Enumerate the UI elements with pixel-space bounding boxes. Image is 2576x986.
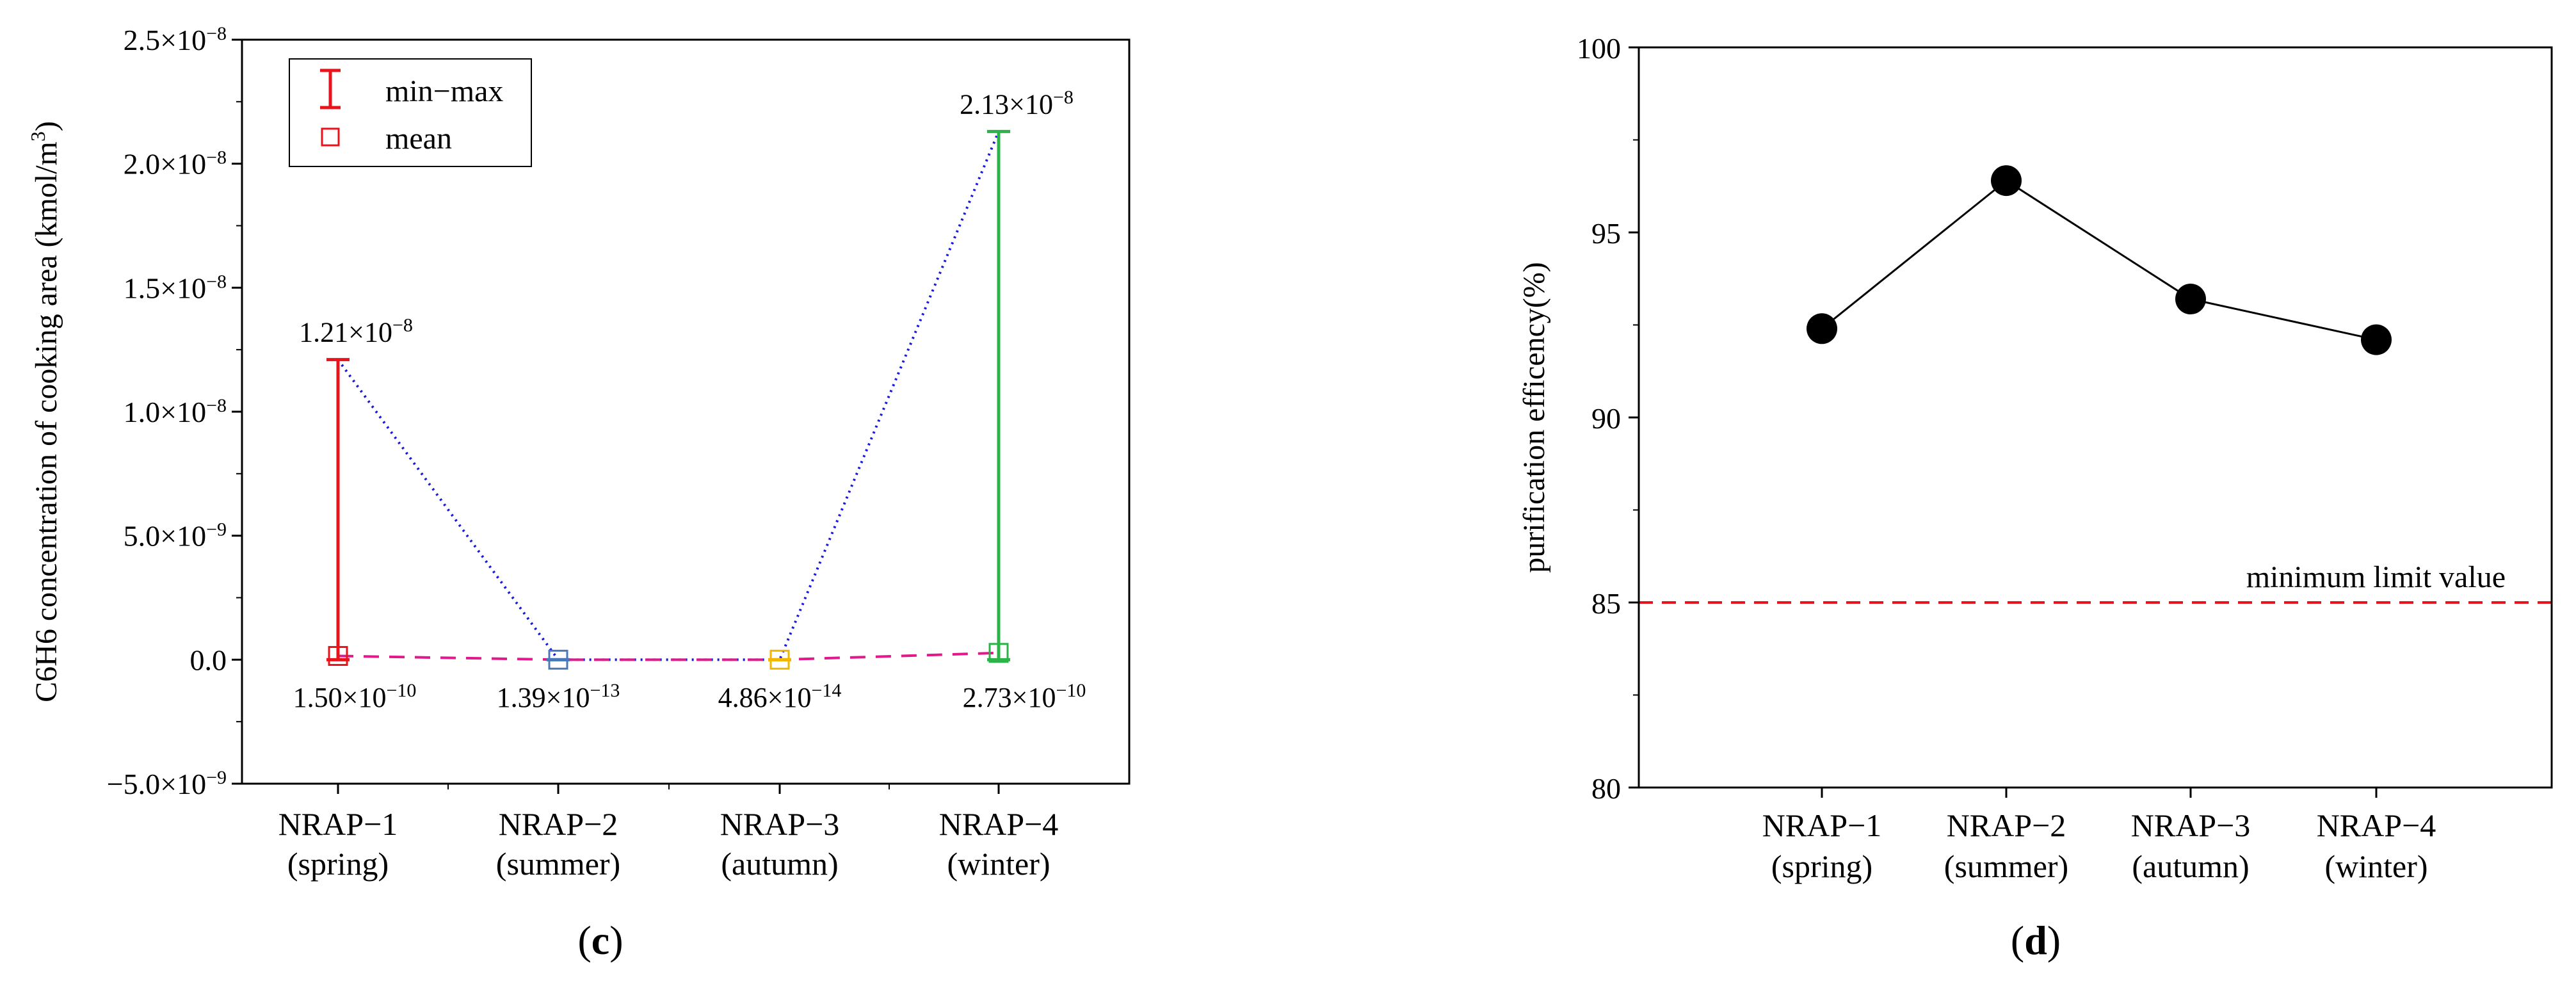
y-tick-label: 1.5×10−8 bbox=[124, 271, 227, 305]
x-category-sublabel: (spring) bbox=[1771, 848, 1872, 884]
data-line bbox=[1821, 179, 2377, 341]
data-point bbox=[1807, 313, 1837, 344]
mean-marker bbox=[988, 643, 1009, 663]
mean-connector-line bbox=[337, 651, 999, 661]
y-tick-label: 80 bbox=[1591, 772, 1621, 805]
range-bar-1 bbox=[326, 358, 350, 667]
legend-minmax-icon bbox=[320, 69, 341, 109]
x-category-label: NRAP−4 bbox=[939, 806, 1059, 842]
max-value-label: 1.21×10−8 bbox=[299, 314, 413, 348]
chart-c: 1.21×10−8 1.50×10−10 1.39×10−13 4.86×10−14 2… bbox=[26, 23, 1131, 963]
y-tick-label: 5.0×10−9 bbox=[124, 519, 227, 553]
reference-line-label: minimum limit value bbox=[2246, 560, 2506, 594]
mean-value-label: 4.86×10−14 bbox=[718, 680, 842, 714]
x-category-sublabel: (summer) bbox=[496, 846, 620, 882]
x-category-sublabel: (autumn) bbox=[2132, 848, 2249, 884]
x-category-sublabel: (summer) bbox=[1944, 848, 2068, 884]
data-point bbox=[1991, 165, 2022, 197]
range-bar-2 bbox=[547, 649, 570, 670]
y-tick-label: 2.0×10−8 bbox=[124, 147, 227, 181]
mean-value-label: 1.50×10−10 bbox=[293, 680, 417, 714]
chart-c-marks: 1.21×10−8 1.50×10−10 1.39×10−13 4.86×10−14 2… bbox=[293, 86, 1086, 713]
chart-d-ylabel: purification efficency(%) bbox=[1517, 262, 1551, 573]
y-tick-label: 1.0×10−8 bbox=[124, 395, 227, 429]
x-category-label: NRAP−3 bbox=[2131, 807, 2251, 843]
chart-c-yticks: −5.0×10−9 0.0 5.0×10−9 1.0×10−8 1.5×10−8 2.0×… bbox=[107, 23, 242, 801]
legend-minmax-label: min−max bbox=[385, 74, 503, 108]
x-category-sublabel: (winter) bbox=[2324, 848, 2427, 884]
mean-value-label: 2.73×10−10 bbox=[963, 680, 1086, 714]
chart-d-frame bbox=[1638, 46, 2553, 789]
x-category-label: NRAP−4 bbox=[2317, 807, 2436, 843]
y-tick-label: 95 bbox=[1591, 217, 1621, 250]
data-point bbox=[2175, 284, 2206, 315]
x-category-label: NRAP−2 bbox=[499, 806, 618, 842]
chart-c-ylabel: C6H6 concentration of cooking area (kmol… bbox=[26, 121, 63, 702]
chart-d-panel-label: (d) bbox=[2011, 917, 2061, 963]
y-tick-label: 90 bbox=[1591, 402, 1621, 435]
chart-d-marks: minimum limit value bbox=[1639, 165, 2552, 604]
max-connector-line bbox=[337, 131, 1000, 661]
range-bar-4 bbox=[987, 129, 1010, 663]
chart-c-xticks: NRAP−1 (spring) NRAP−2 (summer) NRAP−3 (autum… bbox=[278, 784, 1059, 882]
y-tick-label: 85 bbox=[1591, 587, 1621, 620]
x-category-label: NRAP−1 bbox=[1762, 807, 1882, 843]
y-tick-label: 0.0 bbox=[190, 643, 227, 676]
chart-c-legend: min−max mean bbox=[289, 58, 532, 167]
y-tick-label: 100 bbox=[1577, 32, 1621, 65]
data-point bbox=[2361, 324, 2392, 355]
chart-c-panel-label: (c) bbox=[577, 917, 623, 963]
legend-mean-label: mean bbox=[385, 122, 452, 156]
x-category-label: NRAP−1 bbox=[278, 806, 398, 842]
mean-value-label: 1.39×10−13 bbox=[497, 680, 620, 714]
x-category-label: NRAP−2 bbox=[1947, 807, 2066, 843]
max-value-label: 2.13×10−8 bbox=[960, 86, 1074, 120]
chart-d-xticks: NRAP−1 (spring) NRAP−2 (summer) NRAP−3 (autum… bbox=[1762, 788, 2436, 884]
chart-d-yticks: 80 85 90 95 100 bbox=[1577, 32, 1639, 805]
mean-marker bbox=[769, 649, 790, 670]
legend-mean-icon bbox=[321, 127, 340, 147]
chart-d: minimum limit value 80 85 90 95 100 NRAP−1 (s… bbox=[1517, 32, 2553, 963]
x-category-label: NRAP−3 bbox=[720, 806, 840, 842]
x-category-sublabel: (autumn) bbox=[721, 846, 838, 882]
mean-marker bbox=[548, 649, 568, 670]
range-bar-3 bbox=[768, 649, 791, 670]
mean-marker bbox=[328, 646, 348, 667]
x-category-sublabel: (spring) bbox=[287, 846, 389, 882]
y-tick-label: 2.5×10−8 bbox=[124, 23, 227, 57]
y-tick-label: −5.0×10−9 bbox=[107, 767, 227, 801]
x-category-sublabel: (winter) bbox=[947, 846, 1050, 882]
